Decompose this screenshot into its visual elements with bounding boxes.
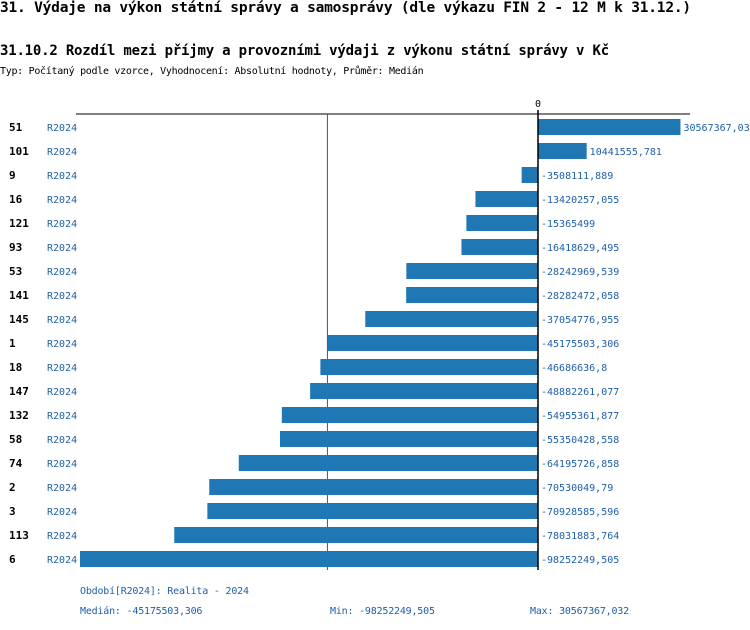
series-label: R2024 — [47, 507, 77, 518]
series-label: R2024 — [47, 291, 77, 302]
series-label: R2024 — [47, 267, 77, 278]
series-label: R2024 — [47, 483, 77, 494]
bar — [281, 407, 538, 423]
data-label: -54955361,877 — [541, 411, 619, 422]
data-label: -45175503,306 — [541, 339, 619, 350]
bar — [538, 143, 587, 159]
series-label: R2024 — [47, 531, 77, 542]
series-label: R2024 — [47, 219, 77, 230]
series-label: R2024 — [47, 147, 77, 158]
bar — [238, 455, 539, 471]
data-label: -98252249,505 — [541, 555, 619, 566]
category-label: 16 — [9, 193, 23, 206]
data-label: -37054776,955 — [541, 315, 619, 326]
bar — [80, 551, 538, 567]
series-label: R2024 — [47, 171, 77, 182]
chart-subtitle: 31.10.2 Rozdíl mezi příjmy a provozními … — [0, 43, 609, 59]
bar-chart: 0 51 R2024 30567367,03 101 R2024 10441555,781 9… — [9, 99, 750, 570]
bar — [207, 503, 538, 519]
category-label: 113 — [9, 529, 29, 542]
data-label: -64195726,858 — [541, 459, 619, 470]
series-label: R2024 — [47, 315, 77, 326]
category-label: 132 — [9, 409, 29, 422]
category-label: 53 — [9, 265, 22, 278]
bar — [365, 311, 538, 327]
series-label: R2024 — [47, 555, 77, 566]
category-label: 6 — [9, 553, 16, 566]
category-label: 2 — [9, 481, 16, 494]
bar — [466, 215, 538, 231]
category-label: 9 — [9, 169, 16, 182]
data-label: -15365499 — [541, 219, 595, 230]
category-label: 51 — [9, 121, 23, 134]
bar — [209, 479, 538, 495]
data-label: -48882261,077 — [541, 387, 619, 398]
bar — [521, 167, 538, 183]
zero-tick-label: 0 — [535, 99, 541, 110]
category-label: 147 — [9, 385, 29, 398]
series-label: R2024 — [47, 363, 77, 374]
data-label: -28282472,058 — [541, 291, 619, 302]
category-label: 141 — [9, 289, 29, 302]
category-label: 58 — [9, 433, 22, 446]
category-label: 93 — [9, 241, 22, 254]
category-label: 3 — [9, 505, 16, 518]
bar — [174, 527, 538, 543]
series-label: R2024 — [47, 195, 77, 206]
category-label: 18 — [9, 361, 22, 374]
bar — [279, 431, 538, 447]
data-label: -70928585,596 — [541, 507, 619, 518]
data-label: -28242969,539 — [541, 267, 619, 278]
data-label: 30567367,03 — [683, 123, 749, 134]
series-label: R2024 — [47, 387, 77, 398]
footer-median: Medián: -45175503,306 — [80, 606, 203, 617]
series-label: R2024 — [47, 123, 77, 134]
series-label: R2024 — [47, 411, 77, 422]
category-label: 1 — [9, 337, 16, 350]
series-label: R2024 — [47, 243, 77, 254]
series-label: R2024 — [47, 339, 77, 350]
category-label: 145 — [9, 313, 29, 326]
data-label: -13420257,055 — [541, 195, 619, 206]
chart-type-info: Typ: Počítaný podle vzorce, Vyhodnocení:… — [0, 66, 424, 77]
data-label: -16418629,495 — [541, 243, 619, 254]
bar — [475, 191, 538, 207]
bar — [406, 287, 538, 303]
category-label: 121 — [9, 217, 29, 230]
data-label: -78031883,764 — [541, 531, 619, 542]
bar — [461, 239, 538, 255]
data-label: -46686636,8 — [541, 363, 607, 374]
series-label: R2024 — [47, 435, 77, 446]
category-label: 101 — [9, 145, 29, 158]
footer-max: Max: 30567367,032 — [530, 606, 629, 617]
footer-period: Období[R2024]: Realita - 2024 — [80, 586, 249, 597]
page-title: 31. Výdaje na výkon státní správy a samo… — [0, 0, 691, 16]
data-label: -3508111,889 — [541, 171, 613, 182]
bar — [406, 263, 538, 279]
data-label: -55350428,558 — [541, 435, 619, 446]
bar — [327, 335, 538, 351]
data-label: 10441555,781 — [590, 147, 662, 158]
series-label: R2024 — [47, 459, 77, 470]
bar — [310, 383, 538, 399]
bar — [320, 359, 538, 375]
bar — [538, 119, 681, 135]
footer-min: Min: -98252249,505 — [330, 606, 435, 617]
category-label: 74 — [9, 457, 23, 470]
data-label: -70530049,79 — [541, 483, 613, 494]
